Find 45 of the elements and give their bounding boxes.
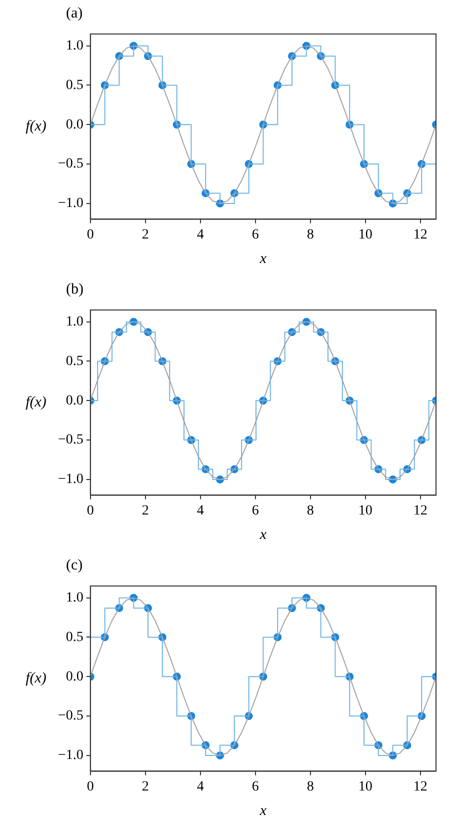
- y-tick-label: 0.0: [66, 669, 84, 684]
- y-tick-label: 1.0: [66, 590, 84, 606]
- x-axis-title: x: [258, 802, 267, 819]
- y-tick-label: 0.5: [66, 630, 84, 645]
- y-tick-label: −0.5: [58, 156, 84, 172]
- x-tick-label: 6: [252, 503, 259, 518]
- x-tick-label: 12: [413, 503, 428, 518]
- x-tick-label: 2: [142, 227, 149, 242]
- x-tick-label: 8: [306, 503, 314, 518]
- y-tick-label: −1.0: [58, 748, 84, 764]
- y-tick-label: 0.0: [66, 117, 84, 132]
- x-axis-title: x: [258, 250, 267, 267]
- y-tick-label: 0.5: [66, 354, 84, 369]
- x-tick-label: 6: [252, 779, 259, 794]
- x-tick-label: 10: [358, 503, 372, 518]
- y-axis-title: f(x): [26, 670, 46, 687]
- x-tick-label: 2: [142, 779, 149, 794]
- y-axis-title: f(x): [26, 118, 46, 135]
- x-tick-label: 0: [86, 503, 94, 518]
- y-tick-label: 0.5: [66, 78, 84, 93]
- x-tick-label: 10: [358, 779, 372, 794]
- y-tick-label: −0.5: [58, 708, 84, 724]
- x-tick-label: 8: [306, 779, 314, 794]
- y-tick-label: 0.0: [66, 393, 84, 408]
- y-tick-label: −1.0: [58, 196, 84, 212]
- y-tick-label: 1.0: [66, 38, 84, 54]
- x-tick-label: 12: [413, 227, 428, 242]
- x-tick-label: 2: [142, 503, 149, 518]
- y-tick-label: −1.0: [58, 472, 84, 488]
- x-tick-label: 4: [196, 503, 204, 518]
- x-tick-label: 4: [196, 227, 204, 242]
- y-tick-label: −0.5: [58, 432, 84, 448]
- chart-title: (a): [66, 5, 83, 22]
- y-axis-title: f(x): [26, 394, 46, 411]
- x-axis-title: x: [258, 526, 267, 543]
- x-tick-label: 12: [413, 779, 428, 794]
- chart-title: (b): [66, 281, 84, 298]
- x-tick-label: 6: [252, 227, 259, 242]
- chart-title: (c): [66, 557, 83, 574]
- x-tick-label: 0: [86, 779, 94, 794]
- x-tick-label: 4: [196, 779, 204, 794]
- y-tick-label: 1.0: [66, 314, 84, 330]
- x-tick-label: 0: [86, 227, 94, 242]
- x-tick-label: 10: [358, 227, 372, 242]
- x-tick-label: 8: [306, 227, 314, 242]
